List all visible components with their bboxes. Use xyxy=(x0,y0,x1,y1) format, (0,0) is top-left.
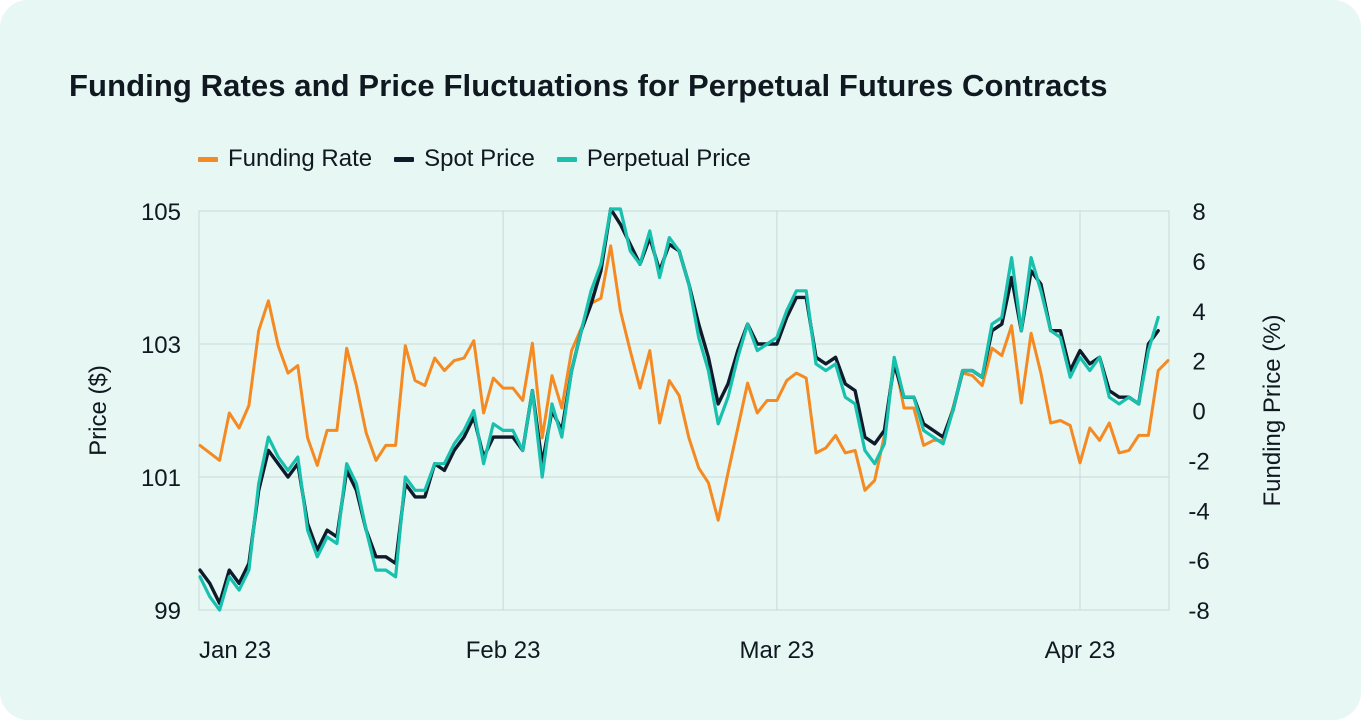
tick-labels: 105 103 101 99 8 6 4 2 0 -2 -4 -6 -8 Jan 23 Feb 23 Mar … xyxy=(141,199,1210,664)
x-tick-label: Apr 23 xyxy=(1045,637,1116,664)
legend-swatch-perpetual-price xyxy=(556,156,577,162)
legend-label-perpetual-price: Perpetual Price xyxy=(586,145,751,172)
funding-rate-line xyxy=(198,244,1170,522)
y-right-tick-label: 4 xyxy=(1192,299,1205,326)
x-tick-label: Mar 23 xyxy=(740,637,815,664)
legend-item-funding-rate: Funding Rate xyxy=(198,145,372,173)
y-left-tick-label: 105 xyxy=(141,199,181,226)
y-right-tick-label: 0 xyxy=(1192,399,1205,426)
y-right-tick-label: 8 xyxy=(1192,199,1205,226)
legend-item-perpetual-price: Perpetual Price xyxy=(556,145,751,173)
legend-label-funding-rate: Funding Rate xyxy=(228,145,373,172)
y-right-tick-label: 6 xyxy=(1192,249,1205,276)
legend-swatch-funding-rate xyxy=(198,156,218,162)
y-left-tick-label: 101 xyxy=(141,465,181,492)
x-tick-label: Feb 23 xyxy=(466,637,541,664)
y-left-tick-label: 103 xyxy=(141,332,181,359)
y-right-tick-label: -6 xyxy=(1188,548,1209,575)
legend-item-spot-price: Spot Price xyxy=(394,145,535,173)
y-right-tick-label: 2 xyxy=(1192,349,1205,376)
legend-label-spot-price: Spot Price xyxy=(424,145,535,172)
legend: Funding Rate Spot Price Perpetual Price xyxy=(198,145,751,173)
y-axis-left-title: Price ($) xyxy=(85,365,112,456)
series-lines xyxy=(198,207,1170,612)
chart-title: Funding Rates and Price Fluctuations for… xyxy=(69,68,1108,103)
y-right-tick-label: -8 xyxy=(1188,598,1209,625)
y-right-tick-label: -4 xyxy=(1188,498,1209,525)
grid xyxy=(198,210,1170,611)
x-tick-label: Jan 23 xyxy=(199,637,271,664)
y-right-tick-label: -2 xyxy=(1188,448,1209,475)
perpetual-price-line xyxy=(198,207,1160,612)
y-axis-right-title: Funding Price (%) xyxy=(1259,314,1286,506)
legend-swatch-spot-price xyxy=(394,156,415,162)
y-left-tick-label: 99 xyxy=(154,598,181,625)
